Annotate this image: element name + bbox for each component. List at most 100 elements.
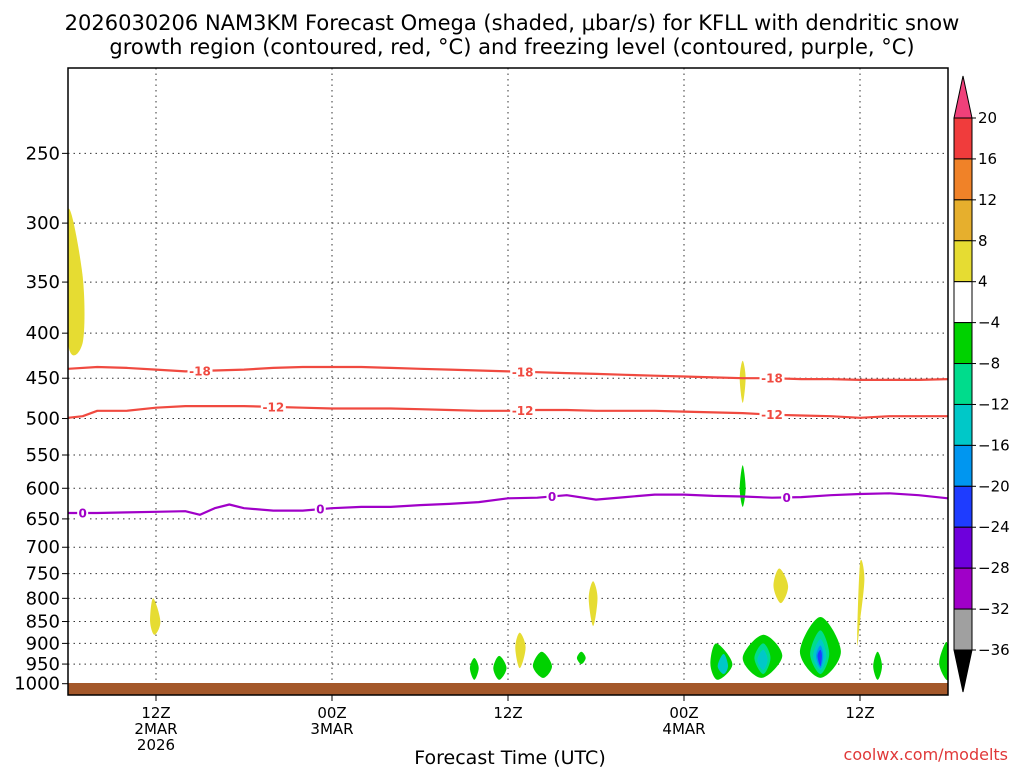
colorbar-label-5: −4	[978, 314, 1000, 332]
omega-region-11	[576, 651, 586, 665]
chart-title-line2: growth region (contoured, red, °C) and f…	[109, 35, 914, 59]
colorbar-segment-5	[953, 322, 973, 365]
contour-label-bg-dgz_-12-2	[759, 407, 785, 422]
colorbar-label-13: −36	[978, 641, 1010, 659]
omega-region-2	[588, 581, 598, 626]
omega-region-5	[739, 360, 746, 403]
y-tick-label-600: 600	[26, 478, 60, 499]
omega-region-23	[817, 649, 822, 667]
omega-region-9	[493, 655, 507, 680]
x-tick-label-3-0: 00Z	[669, 704, 698, 722]
contour-lines: -18 -18 -18 -12 -12 -12 0 0 0 0	[68, 363, 948, 520]
plot-area: -18 -18 -18 -12 -12 -12 0 0 0 0	[68, 68, 948, 695]
omega-region-3	[773, 568, 789, 604]
y-tick-label-750: 750	[26, 564, 60, 585]
contour-label-freezing_0-0: 0	[78, 506, 86, 520]
y-tick-label-250: 250	[26, 143, 60, 164]
contour-label-dgz_-12-1: -12	[512, 404, 534, 418]
contour-label-bg-dgz_-18-1	[510, 364, 536, 379]
y-tick-label-700: 700	[26, 537, 60, 558]
contour-line-dgz_-18	[68, 365, 948, 381]
x-tick-label-0-0: 12Z	[141, 704, 170, 722]
omega-region-4	[857, 559, 865, 646]
y-tick-label-900: 900	[26, 633, 60, 654]
colorbar-segment-8	[953, 444, 973, 487]
y-tick-label-1000: 1000	[14, 674, 60, 695]
y-tick-label-550: 550	[26, 445, 60, 466]
contour-label-bg-dgz_-18-2	[759, 371, 785, 386]
omega-region-8	[532, 651, 553, 678]
contour-label-freezing_0-3: 0	[782, 491, 790, 505]
y-tick-label-950: 950	[26, 654, 60, 675]
contour-label-bg-freezing_0-2	[546, 489, 558, 504]
contour-label-bg-dgz_-18-0	[187, 363, 213, 378]
colorbar-label-8: −16	[978, 436, 1010, 454]
omega-region-19	[717, 653, 728, 674]
y-axis: 2503003504004505005506006507007508008509…	[14, 143, 68, 695]
contour-label-dgz_-12-0: -12	[262, 400, 284, 414]
colorbar: 20 16 12 8 4 −4 −8 −12 −16 −20 −24 −28 −32 −36	[953, 75, 1010, 693]
ground-surface-bar	[68, 683, 948, 695]
contour-label-dgz_-18-0: -18	[189, 364, 211, 378]
colorbar-label-0: 20	[978, 109, 997, 127]
colorbar-label-6: −8	[978, 355, 1000, 373]
omega-region-20	[757, 649, 768, 671]
x-tick-label-4-0: 12Z	[845, 704, 874, 722]
contour-label-bg-freezing_0-3	[781, 490, 793, 505]
colorbar-segment-1	[953, 158, 973, 201]
y-tick-label-450: 450	[26, 368, 60, 389]
contour-label-bg-dgz_-12-0	[260, 399, 286, 414]
colorbar-segment-3	[953, 240, 973, 283]
colorbar-under-triangle	[953, 649, 973, 693]
y-tick-label-650: 650	[26, 509, 60, 530]
contour-label-bg-freezing_0-1	[314, 502, 326, 517]
colorbar-segment-7	[953, 403, 973, 446]
contour-label-freezing_0-2: 0	[548, 490, 556, 504]
colorbar-segment-0	[953, 117, 973, 160]
y-tick-label-500: 500	[26, 409, 60, 430]
chart-title-line1: 2026030206 NAM3KM Forecast Omega (shaded…	[65, 11, 960, 35]
colorbar-label-2: 12	[978, 191, 997, 209]
omega-region-0	[68, 208, 85, 356]
y-tick-label-850: 850	[26, 612, 60, 633]
contour-label-dgz_-18-1: -18	[512, 365, 534, 379]
colorbar-segment-10	[953, 526, 973, 569]
colorbar-label-1: 16	[978, 150, 997, 168]
contour-label-bg-freezing_0-0	[77, 505, 89, 520]
x-tick-label-1-1: 3MAR	[310, 720, 353, 738]
colorbar-label-10: −24	[978, 518, 1010, 536]
colorbar-segment-4	[953, 281, 973, 324]
colorbar-segment-12	[953, 608, 973, 651]
omega-region-10	[469, 658, 479, 680]
omega-region-6	[515, 632, 526, 669]
omega-shading	[68, 208, 948, 681]
contour-label-freezing_0-1: 0	[316, 503, 324, 517]
colorbar-label-7: −12	[978, 395, 1010, 413]
colorbar-label-11: −28	[978, 559, 1010, 577]
colorbar-label-12: −32	[978, 600, 1010, 618]
colorbar-label-9: −20	[978, 477, 1010, 495]
x-tick-label-2-0: 12Z	[493, 704, 522, 722]
credit-link[interactable]: coolwx.com/modelts	[844, 745, 1008, 764]
omega-region-16	[939, 641, 948, 681]
colorbar-label-4: 4	[978, 273, 988, 291]
contour-label-bg-dgz_-12-1	[510, 403, 536, 418]
colorbar-label-3: 8	[978, 232, 988, 250]
contour-label-dgz_-12-2: -12	[761, 408, 783, 422]
x-tick-label-0-2: 2026	[137, 736, 175, 754]
x-tick-label-3-1: 4MAR	[662, 720, 705, 738]
contour-line-dgz_-12	[68, 405, 948, 419]
colorbar-segment-11	[953, 567, 973, 610]
colorbar-segment-2	[953, 199, 973, 242]
colorbar-segment-6	[953, 363, 973, 405]
y-tick-label-350: 350	[26, 272, 60, 293]
colorbar-segment-9	[953, 485, 973, 528]
omega-region-1	[150, 598, 161, 635]
contour-label-dgz_-18-2: -18	[761, 372, 783, 386]
y-tick-label-400: 400	[26, 323, 60, 344]
omega-region-15	[873, 651, 882, 680]
y-tick-label-300: 300	[26, 213, 60, 234]
